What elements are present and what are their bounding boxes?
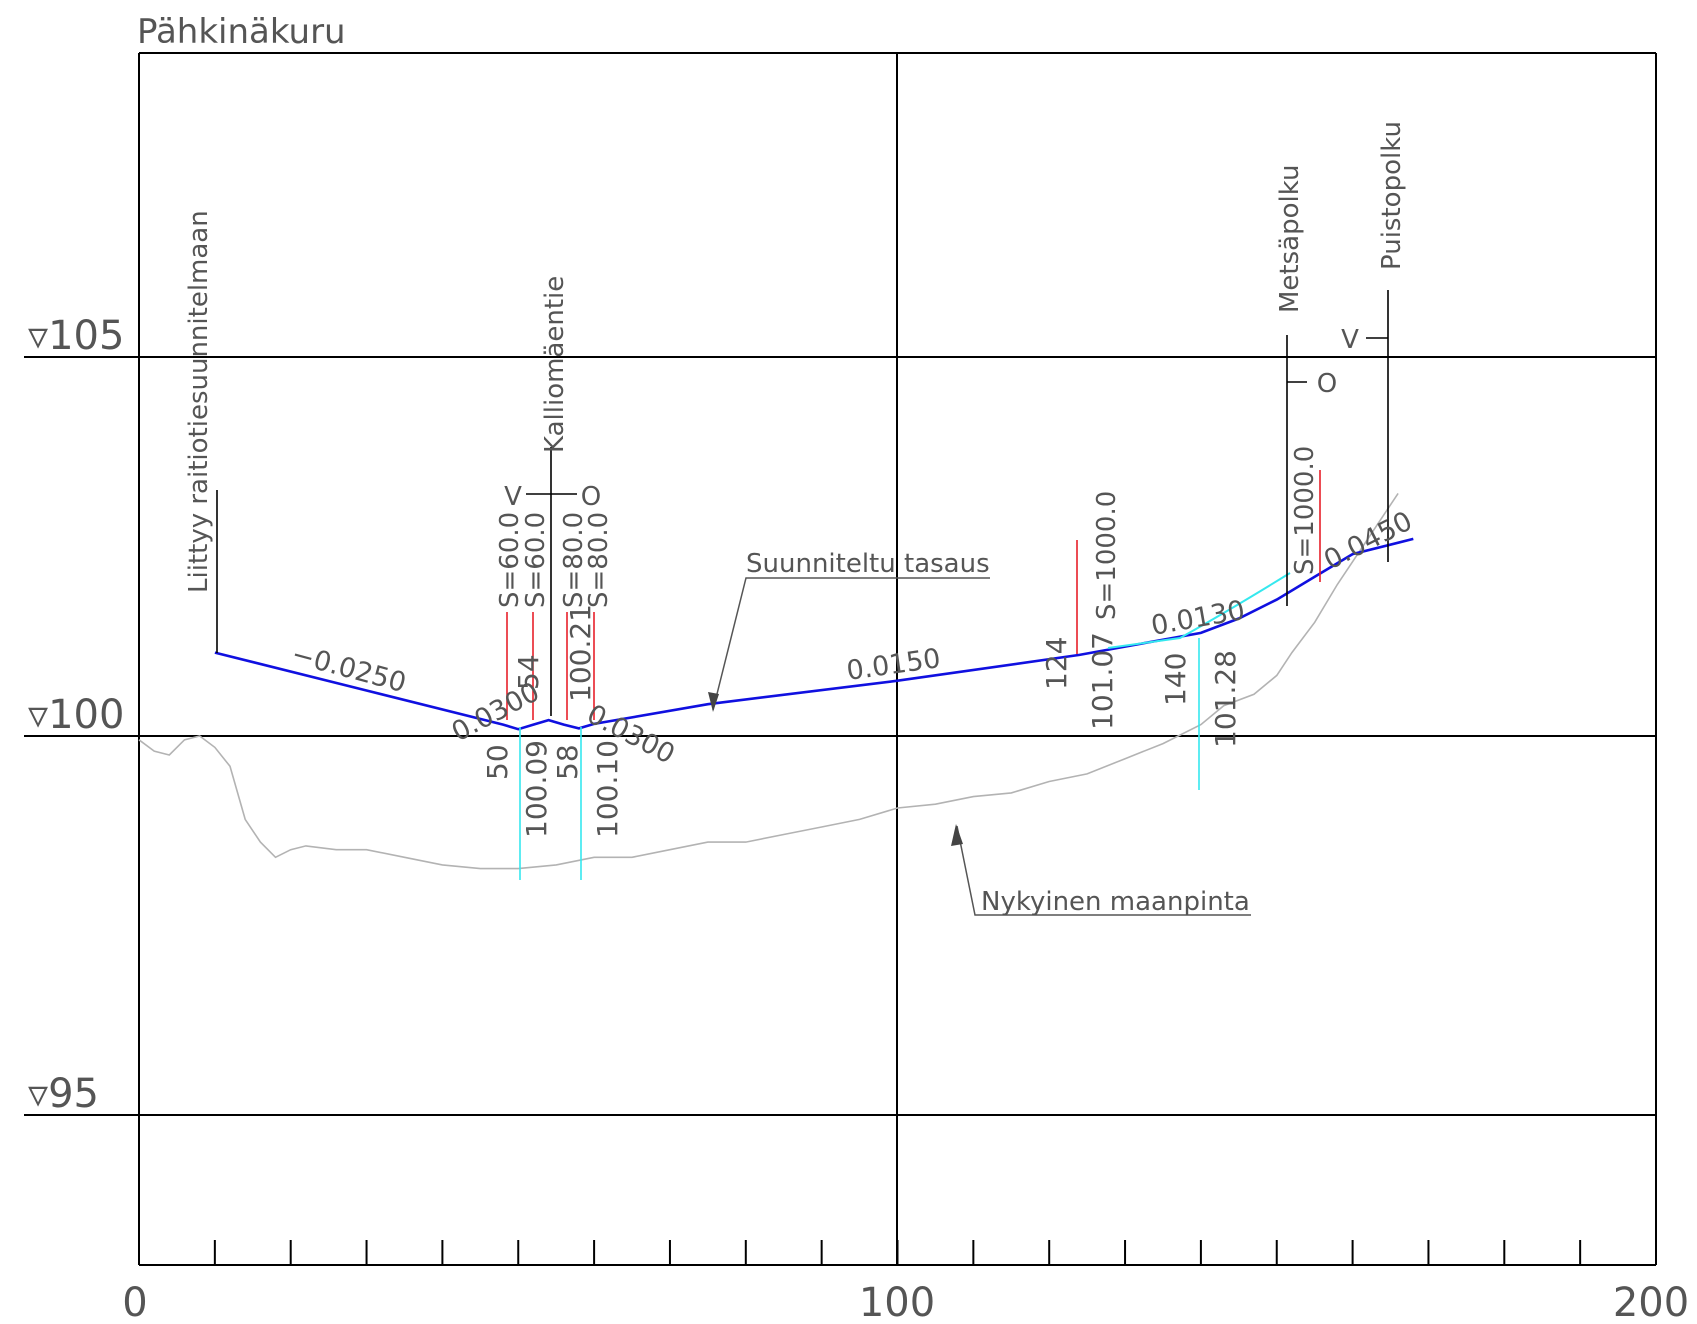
kalliomaentie-o-mark: O — [581, 482, 601, 512]
station-label-50: 50 — [481, 744, 514, 780]
metsapolku-label: Metsäpolku — [1275, 165, 1305, 313]
x-tick-label-200: 200 — [1613, 1280, 1689, 1319]
elevation-label-st124: 101.07 — [1086, 632, 1119, 730]
drawing-title: Pähkinäkuru — [137, 12, 346, 52]
station-label-54: 54 — [512, 654, 545, 690]
puistopolku-v-mark: V — [1341, 325, 1359, 355]
station-label-58: 58 — [551, 744, 584, 780]
existing-ground-leader — [956, 825, 1251, 916]
station-label-140: 140 — [1159, 653, 1192, 706]
design-grade-leader — [712, 577, 990, 711]
elevation-label-105: ▿105 — [28, 313, 124, 359]
puistopolku-label: Puistopolku — [1377, 121, 1407, 270]
elevation-label-100: ▿100 — [28, 692, 124, 738]
slope-label-5: 0.0130 — [1149, 595, 1247, 642]
elevation-label-st58: 100.10 — [591, 740, 624, 838]
slope-label-4: 0.0150 — [845, 643, 943, 687]
connection-label: Liittyy raitiotiesuunnitelmaan — [184, 210, 214, 593]
elevation-label-st50: 100.09 — [520, 740, 553, 838]
kalliomaentie-label: Kalliomäentie — [540, 276, 570, 453]
curve-radius-label-2: S=60.0 — [521, 512, 551, 608]
design-grade-line — [214, 537, 1414, 731]
existing-ground-annotation: Nykyinen maanpinta — [981, 887, 1250, 917]
existing-ground-arrow — [951, 824, 963, 846]
design-grade-annotation: Suunniteltu tasaus — [746, 549, 990, 579]
x-axis-ticks — [138, 1240, 1657, 1265]
elevation-label-95: ▿95 — [28, 1071, 99, 1117]
curve-radius-label-5: S=1000.0 — [1092, 491, 1122, 620]
x-tick-label-100: 100 — [859, 1280, 935, 1319]
curve-radius-label-1: S=60.0 — [495, 512, 525, 608]
curve-radius-label-4: S=80.0 — [584, 512, 614, 608]
station-label-124: 124 — [1040, 637, 1073, 690]
metsapolku-o-mark: O — [1317, 369, 1337, 399]
alternative-grade-curve — [1107, 572, 1291, 649]
design-grade-arrow — [708, 692, 719, 712]
slope-label-1: −0.0250 — [288, 639, 409, 699]
elevation-label-st54: 100.21 — [564, 604, 597, 702]
existing-ground-line — [138, 492, 1399, 870]
elevation-label-st140: 101.28 — [1209, 650, 1242, 748]
curve-radius-label-6: S=1000.0 — [1290, 446, 1320, 575]
x-tick-label-0: 0 — [122, 1280, 147, 1319]
curve-radius-label-3: S=80.0 — [559, 512, 589, 608]
kalliomaentie-v-mark: V — [504, 482, 522, 512]
